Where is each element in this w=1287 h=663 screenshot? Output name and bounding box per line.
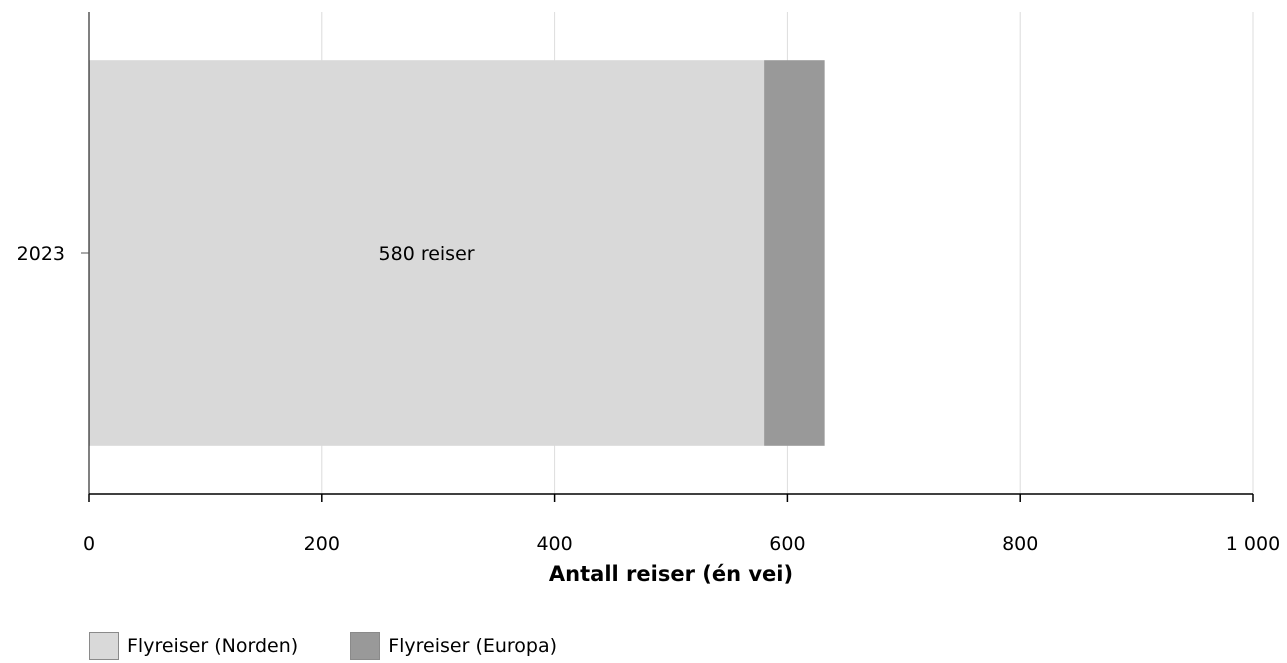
x-tick-label-0: 0 <box>83 533 95 555</box>
data-labels: 580 reiser <box>379 243 475 265</box>
legend: Flyreiser (Norden) Flyreiser (Europa) <box>89 632 609 660</box>
x-tick-label-2: 400 <box>536 533 572 555</box>
x-ticks: 0 200 400 600 800 1 000 <box>83 494 1280 555</box>
legend-swatch-norden <box>89 632 119 660</box>
y-ticks: 2023 <box>17 243 89 265</box>
y-tick-label-0: 2023 <box>17 243 65 265</box>
bars <box>89 60 825 446</box>
bar-2023-series-0[interactable] <box>89 60 765 446</box>
legend-item-norden[interactable]: Flyreiser (Norden) <box>89 632 298 660</box>
x-tick-label-5: 1 000 <box>1226 533 1280 555</box>
legend-swatch-europa <box>350 632 381 660</box>
bar-2023-series-1[interactable] <box>764 60 825 446</box>
data-label-2023-series-0: 580 reiser <box>379 243 475 265</box>
legend-label-norden: Flyreiser (Norden) <box>127 635 299 657</box>
legend-label-europa: Flyreiser (Europa) <box>388 635 558 657</box>
x-tick-label-1: 200 <box>304 533 340 555</box>
x-axis-title: Antall reiser (én vei) <box>549 562 793 586</box>
legend-item-europa[interactable]: Flyreiser (Europa) <box>350 632 557 660</box>
x-tick-label-4: 800 <box>1002 533 1038 555</box>
x-tick-label-3: 600 <box>769 533 805 555</box>
